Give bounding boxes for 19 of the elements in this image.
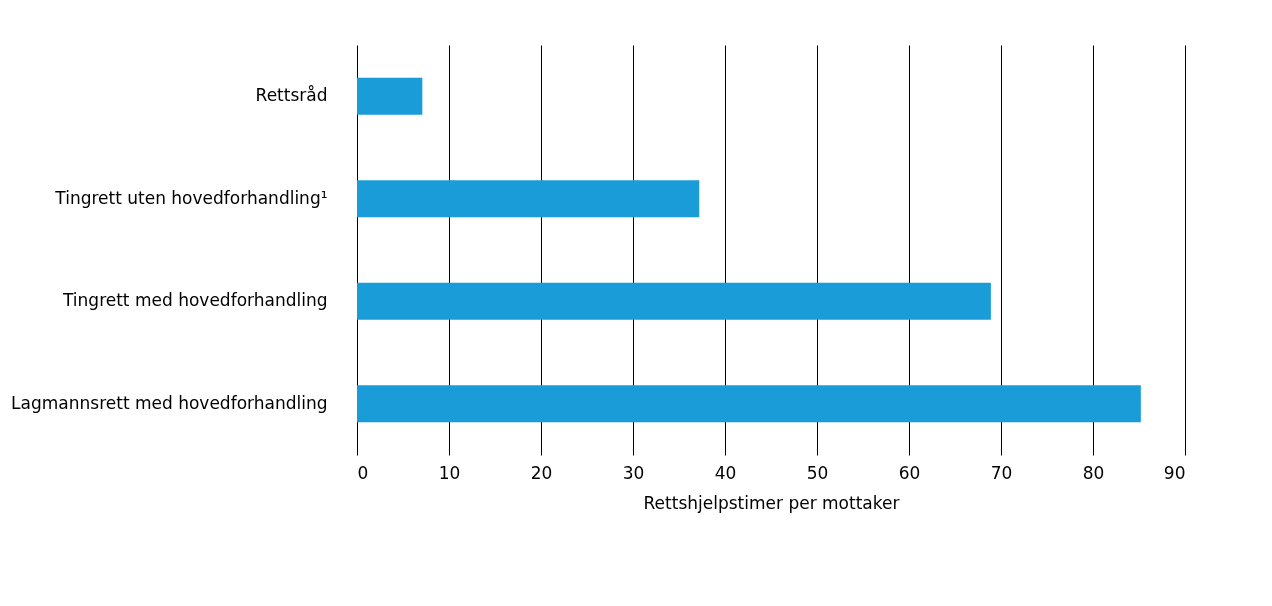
y-tick-label: Tingrett med hovedforhandling [61, 290, 328, 311]
x-axis-title: Rettshjelpstimer per mottaker [643, 492, 900, 513]
y-tick-label: Tingrett uten hovedforhandling¹ [54, 187, 328, 208]
y-tick-label: Lagmannsrett med hovedforhandling [11, 392, 328, 413]
bar [357, 180, 700, 218]
x-tick-label: 60 [898, 462, 921, 483]
bar [357, 282, 991, 320]
x-tick-label: 30 [622, 462, 645, 483]
bar [357, 385, 1141, 423]
x-tick-label: 40 [714, 462, 737, 483]
x-tick-label: 50 [806, 462, 829, 483]
x-tick-label: 20 [530, 462, 553, 483]
bar [357, 77, 423, 115]
x-tick-label: 0 [357, 462, 369, 483]
y-tick-label: Rettsråd [255, 85, 328, 106]
x-tick-label: 90 [1163, 462, 1186, 483]
x-tick-label: 80 [1082, 462, 1105, 483]
x-tick-label: 70 [990, 462, 1013, 483]
x-tick-label: 10 [438, 462, 461, 483]
